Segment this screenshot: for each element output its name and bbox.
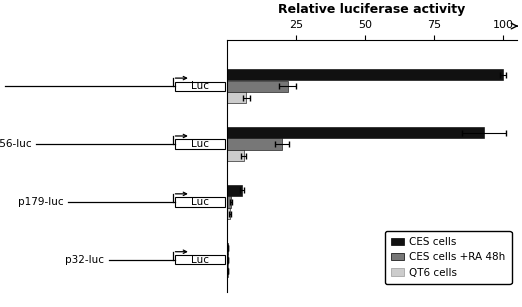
Bar	[227, 196, 231, 208]
Bar	[227, 266, 228, 277]
Bar	[227, 150, 244, 161]
Bar	[227, 138, 282, 150]
Text: p179-luc: p179-luc	[18, 197, 64, 207]
FancyBboxPatch shape	[175, 255, 225, 264]
Bar	[227, 92, 246, 103]
Legend: CES cells, CES cells +RA 48h, QT6 cells: CES cells, CES cells +RA 48h, QT6 cells	[385, 231, 512, 284]
Bar	[227, 254, 228, 266]
FancyBboxPatch shape	[175, 139, 225, 149]
Text: Luc: Luc	[191, 139, 209, 149]
Text: Luc: Luc	[191, 197, 209, 207]
X-axis label: Relative luciferase activity: Relative luciferase activity	[278, 3, 466, 16]
FancyBboxPatch shape	[175, 197, 225, 207]
Bar	[227, 80, 288, 92]
Bar	[227, 127, 484, 138]
Bar	[227, 185, 242, 196]
Bar	[227, 208, 230, 219]
Text: p32-luc: p32-luc	[65, 255, 104, 265]
Text: Luc: Luc	[191, 255, 209, 265]
Bar	[227, 69, 503, 80]
FancyBboxPatch shape	[175, 82, 225, 91]
Bar	[227, 243, 228, 254]
Text: p456-luc: p456-luc	[0, 139, 32, 149]
Text: Luc: Luc	[191, 81, 209, 91]
